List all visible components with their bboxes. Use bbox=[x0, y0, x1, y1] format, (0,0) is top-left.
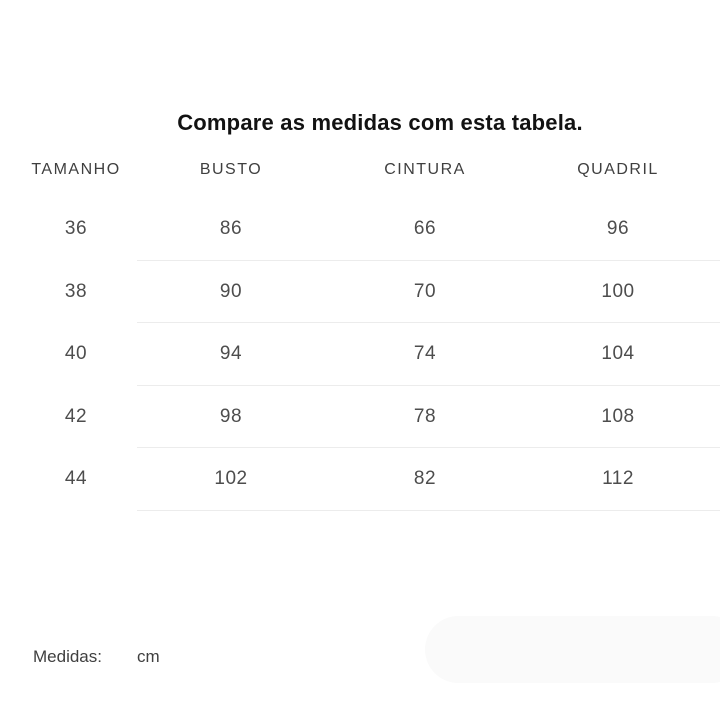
cell-busto: 102 bbox=[214, 468, 248, 490]
cell-cintura: 66 bbox=[413, 218, 437, 240]
cell-quadril: 100 bbox=[601, 280, 635, 302]
cell-cintura: 78 bbox=[413, 405, 437, 427]
table-header-row: TAMANHO BUSTO CINTURA QUADRIL bbox=[0, 142, 720, 198]
table-row: 36 86 66 96 bbox=[0, 198, 720, 261]
cell-tamanho: 40 bbox=[64, 343, 88, 365]
header-cell-quadril: QUADRIL bbox=[577, 161, 659, 178]
measurement-unit-row: Medidas: cm bbox=[0, 645, 720, 669]
cell-tamanho: 42 bbox=[64, 405, 88, 427]
cell-quadril: 96 bbox=[606, 218, 630, 240]
measurement-unit-label: Medidas: bbox=[33, 647, 102, 666]
table-row: 38 90 70 100 bbox=[0, 261, 720, 324]
cell-cintura: 82 bbox=[413, 468, 437, 490]
cell-cintura: 74 bbox=[413, 343, 437, 365]
cell-tamanho: 44 bbox=[64, 468, 88, 490]
size-table: TAMANHO BUSTO CINTURA QUADRIL 36 86 66 9… bbox=[0, 142, 720, 511]
table-row: 44 102 82 112 bbox=[0, 448, 720, 511]
bottom-right-panel bbox=[425, 616, 720, 683]
header-cell-cintura: CINTURA bbox=[384, 161, 466, 178]
page-title: Compare as medidas com esta tabela. bbox=[177, 110, 583, 135]
cell-quadril: 108 bbox=[601, 405, 635, 427]
cell-tamanho: 38 bbox=[64, 280, 88, 302]
cell-quadril: 104 bbox=[601, 343, 635, 365]
cell-busto: 94 bbox=[219, 343, 243, 365]
cell-busto: 98 bbox=[219, 405, 243, 427]
cell-cintura: 70 bbox=[413, 280, 437, 302]
header-cell-busto: BUSTO bbox=[199, 161, 263, 178]
cell-busto: 90 bbox=[219, 280, 243, 302]
cell-busto: 86 bbox=[219, 218, 243, 240]
table-row: 42 98 78 108 bbox=[0, 386, 720, 449]
measurement-unit-value: cm bbox=[137, 647, 160, 666]
cell-quadril: 112 bbox=[602, 468, 634, 490]
table-row: 40 94 74 104 bbox=[0, 323, 720, 386]
cell-tamanho: 36 bbox=[64, 218, 88, 240]
header-cell-tamanho: TAMANHO bbox=[31, 161, 121, 178]
